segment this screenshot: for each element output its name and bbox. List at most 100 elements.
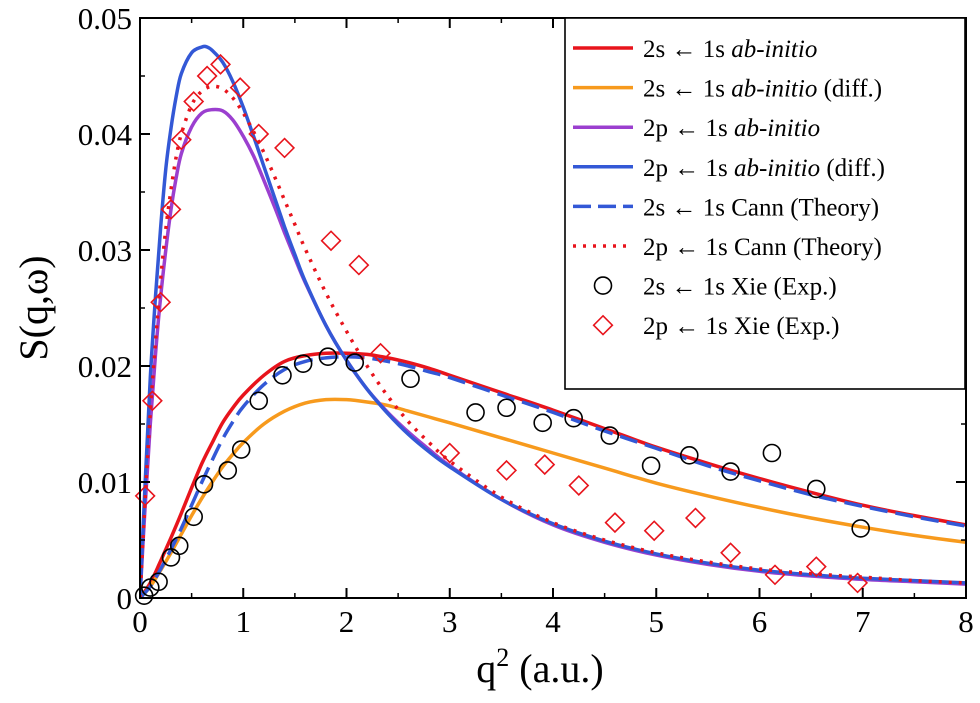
data-point-2s-1s-xie-exp [249,391,269,411]
data-point-2s-1s-xie-exp [641,456,661,476]
data-point-2s-1s-xie-exp [184,507,203,527]
series-line-2s-1s-ab-initio [140,351,966,598]
legend-label-suffix: (diff.) [817,76,882,103]
data-point-2s-1s-xie-exp [401,369,420,389]
data-point-2s-1s-xie-exp [194,475,214,494]
x-tick-label: 1 [236,604,252,639]
data-point-2s-1s-xie-exp [497,398,516,418]
data-point-2p-1s-xie-exp [370,342,392,364]
x-axis-label-suffix: (a.u.) [509,646,603,691]
data-point-2p-1s-xie-exp [320,230,342,252]
data-point-2p-1s-xie-exp [643,520,665,542]
data-point-2p-1s-xie-exp [439,442,461,464]
data-point-2p-1s-xie-exp [183,91,205,113]
legend-label: 2p ← 1s ab-initio [643,115,820,142]
y-axis-label: S(q,ω) [11,255,56,360]
data-point-2p-1s-xie-exp [805,556,827,578]
data-point-2s-1s-xie-exp [762,443,782,463]
x-axis-label: q2 (a.u.) [476,643,603,691]
y-tick-label: 0 [117,581,133,616]
legend-label: 2p ← 1s Cann (Theory) [643,234,882,261]
legend-swatch-marker [592,314,614,336]
data-point-2p-1s-xie-exp [196,65,218,87]
data-point-2p-1s-xie-exp [229,77,251,99]
data-point-2p-1s-xie-exp [764,564,786,586]
data-point-2p-1s-xie-exp [568,474,590,496]
legend-label-main: 2s ← 1s Xie (Exp.) [643,274,837,301]
data-point-2s-1s-xie-exp [318,347,338,367]
data-point-2p-1s-xie-exp [720,542,742,564]
series-line-2s-1s-ab-initio-diff [140,397,966,598]
data-point-2s-1s-xie-exp [851,519,870,538]
legend-item: 2p ← 1s Xie (Exp.) [592,313,840,340]
legend-label-italic: ab-initio [734,115,820,142]
data-point-2p-1s-xie-exp [170,129,192,151]
x-tick-label: 8 [958,604,974,639]
x-tick-label: 6 [752,604,768,639]
legend-label-main: 2p ← 1s Cann (Theory) [643,234,882,261]
legend-item: 2p ← 1s Cann (Theory) [573,234,882,261]
legend-item: 2p ← 1s ab-initio (diff.) [573,155,885,182]
y-tick-label: 0.02 [78,349,132,384]
legend-label-main: 2p ← 1s Xie (Exp.) [643,313,840,340]
data-point-2p-1s-xie-exp [348,254,370,276]
legend-label-main: 2p ← 1s [643,115,734,142]
plot-frame [139,17,967,599]
data-markers [134,53,870,605]
data-point-2s-1s-xie-exp [169,536,189,556]
x-tick-label: 4 [545,604,561,639]
x-tick-label: 7 [855,604,871,639]
data-point-2p-1s-xie-exp [604,512,626,534]
legend-label: 2s ← 1s ab-initio [643,36,817,63]
data-point-2p-1s-xie-exp [847,572,869,594]
data-point-2s-1s-xie-exp [721,462,740,481]
x-tick-label: 5 [649,604,665,639]
series-line-2s-1s-cann-theory [140,354,966,598]
data-point-2s-1s-xie-exp [564,408,583,428]
legend-item: 2p ← 1s ab-initio [573,115,820,142]
legend-label: 2s ← 1s ab-initio (diff.) [643,76,882,103]
data-point-2s-1s-xie-exp [218,461,238,480]
legend-label-main: 2s ← 1s [643,76,731,103]
legend-label-suffix: (diff.) [820,155,885,182]
data-point-2s-1s-xie-exp [273,365,292,385]
data-point-2p-1s-xie-exp [150,291,172,313]
data-point-2p-1s-xie-exp [210,53,232,75]
x-tick-label: 3 [442,604,458,639]
data-point-2s-1s-xie-exp [293,354,313,373]
legend-label: 2s ← 1s Cann (Theory) [643,194,879,221]
data-point-2s-1s-xie-exp [533,413,552,433]
data-point-2s-1s-xie-exp [806,479,826,499]
data-point-2s-1s-xie-exp [679,446,699,465]
data-point-2p-1s-xie-exp [685,507,706,529]
x-tick-label: 2 [339,604,355,639]
legend-box [564,17,966,390]
legend-swatch-marker [593,276,613,295]
x-axis-label-base: q [476,646,496,691]
data-point-2p-1s-xie-exp [496,459,518,481]
legend-label-main: 2s ← 1s [643,36,731,63]
legend-label: 2p ← 1s ab-initio (diff.) [643,155,885,182]
x-tick-label: 0 [132,604,148,639]
data-point-2p-1s-xie-exp [248,123,270,145]
y-tick-label: 0.05 [78,1,132,36]
data-point-2p-1s-xie-exp [534,454,556,476]
legend-item: 2s ← 1s ab-initio [573,36,817,63]
legend-label-main: 2s ← 1s Cann (Theory) [643,194,879,221]
x-axis-label-superscript: 2 [496,643,509,672]
data-curves [140,44,966,598]
legend-label-italic: ab-initio [731,76,817,103]
data-point-2s-1s-xie-exp [231,440,251,459]
legend-item: 2s ← 1s ab-initio (diff.) [573,76,882,103]
data-point-2s-1s-xie-exp [466,403,485,422]
data-point-2p-1s-xie-exp [274,137,296,159]
data-point-2s-1s-xie-exp [600,426,620,445]
data-point-2p-1s-xie-exp [160,198,182,220]
legend-label-main: 2p ← 1s [643,155,734,182]
legend-label-italic: ab-initio [731,36,817,63]
data-point-2s-1s-xie-exp [345,353,365,372]
legend-item: 2s ← 1s Xie (Exp.) [593,274,837,301]
data-point-2s-1s-xie-exp [149,572,168,592]
